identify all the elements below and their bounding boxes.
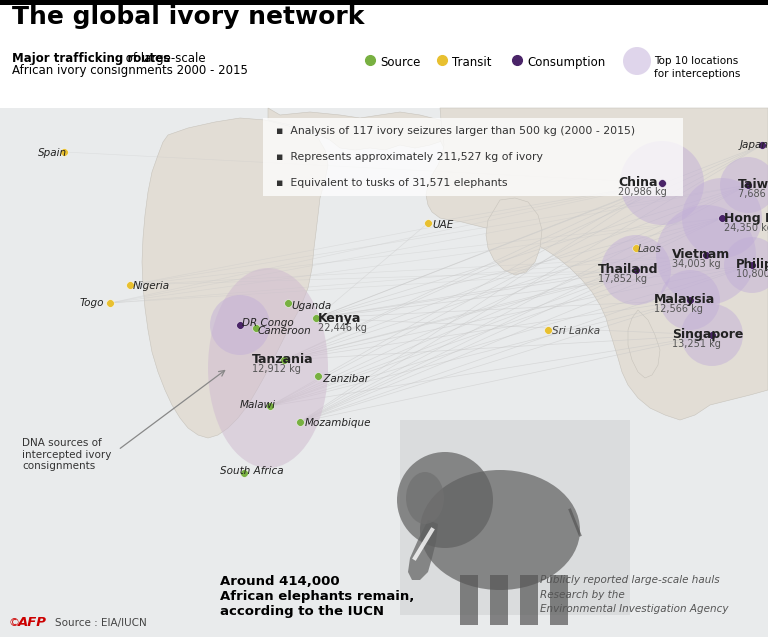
Circle shape [660,270,720,330]
Text: ▪  Analysis of 117 ivory seizures larger than 500 kg (2000 - 2015): ▪ Analysis of 117 ivory seizures larger … [276,126,635,136]
Text: Malaysia: Malaysia [654,293,715,306]
Text: Hong Kong: Hong Kong [724,212,768,225]
Text: ▪  Equivalent to tusks of 31,571 elephants: ▪ Equivalent to tusks of 31,571 elephant… [276,178,508,188]
Circle shape [724,237,768,293]
Text: Research by the: Research by the [540,590,624,600]
Text: according to the IUCN: according to the IUCN [220,605,384,618]
Text: 10,800 kg: 10,800 kg [736,269,768,279]
Polygon shape [408,520,438,580]
Bar [400,420,630,615]
Text: Singapore: Singapore [672,328,743,341]
Bar [0,108,768,637]
Text: Major trafficking routes: Major trafficking routes [12,52,170,65]
Text: Transit: Transit [452,56,492,69]
Ellipse shape [406,472,444,524]
Circle shape [210,295,270,355]
Text: Publicly reported large-scale hauls: Publicly reported large-scale hauls [540,575,720,585]
Bar [520,575,538,625]
Text: DNA sources of
intercepted ivory
consignments: DNA sources of intercepted ivory consign… [22,438,111,471]
Text: UAE: UAE [432,220,453,230]
Bar [0,0,768,108]
Text: The global ivory network: The global ivory network [12,5,364,29]
Text: 17,852 kg: 17,852 kg [598,274,647,284]
Text: Environmental Investigation Agency: Environmental Investigation Agency [540,604,729,614]
Text: 24,350 kg: 24,350 kg [724,223,768,233]
Circle shape [720,157,768,213]
Text: Malawi: Malawi [240,400,276,410]
Bar [550,575,568,625]
Text: Mozambique: Mozambique [305,418,372,428]
Text: Kenya: Kenya [318,312,362,325]
Bar [263,118,683,196]
Text: Thailand: Thailand [598,263,658,276]
Text: Top 10 locations
for interceptions: Top 10 locations for interceptions [654,56,740,79]
Text: Philippines: Philippines [736,258,768,271]
Polygon shape [142,118,328,438]
Text: DR Congo: DR Congo [242,318,293,328]
Text: of large-scale: of large-scale [122,52,206,65]
Text: Source : EIA/IUCN: Source : EIA/IUCN [55,618,147,628]
Text: Sri Lanka: Sri Lanka [552,326,600,336]
Text: Taiwan: Taiwan [738,178,768,191]
Ellipse shape [420,470,580,590]
Polygon shape [486,198,542,275]
Text: Source: Source [380,56,420,69]
Polygon shape [440,125,550,180]
Circle shape [656,205,756,305]
Text: African elephants remain,: African elephants remain, [220,590,415,603]
Text: Uganda: Uganda [291,301,331,311]
Bar [490,575,508,625]
Text: Spain: Spain [38,148,67,158]
Text: 12,912 kg: 12,912 kg [252,364,301,374]
Text: Laos: Laos [638,244,662,254]
Ellipse shape [208,268,328,468]
Text: Cameroon: Cameroon [258,326,312,336]
Text: China: China [618,176,657,189]
Text: 22,446 kg: 22,446 kg [318,323,367,333]
Text: South Africa: South Africa [220,466,283,476]
Text: Zanzibar: Zanzibar [320,374,369,384]
Text: ▪  Represents approximately 211,527 kg of ivory: ▪ Represents approximately 211,527 kg of… [276,152,543,162]
Polygon shape [426,108,768,420]
Text: ©: © [8,618,19,628]
Text: Japan: Japan [740,140,768,150]
Circle shape [682,178,762,258]
Bar [0,108,768,637]
Text: 13,251 kg: 13,251 kg [672,339,721,349]
Text: Tanzania: Tanzania [252,353,313,366]
Text: 34,003 kg: 34,003 kg [672,259,720,269]
Text: 20,986 kg: 20,986 kg [618,187,667,197]
Circle shape [623,47,651,75]
Text: AFP: AFP [18,616,47,629]
Text: Consumption: Consumption [527,56,605,69]
Text: Togo: Togo [80,298,104,308]
Text: 7,686 kg: 7,686 kg [738,189,768,199]
Text: Vietnam: Vietnam [672,248,730,261]
Text: Nigeria: Nigeria [133,281,170,291]
Circle shape [397,452,493,548]
Circle shape [601,235,671,305]
Bar [0,0,768,5]
Text: Around 414,000: Around 414,000 [220,575,339,588]
Bar [460,575,478,625]
Circle shape [620,141,704,225]
Text: African ivory consignments 2000 - 2015: African ivory consignments 2000 - 2015 [12,64,248,77]
Text: 12,566 kg: 12,566 kg [654,304,703,314]
Polygon shape [628,310,660,378]
Circle shape [681,304,743,366]
Polygon shape [268,108,450,150]
